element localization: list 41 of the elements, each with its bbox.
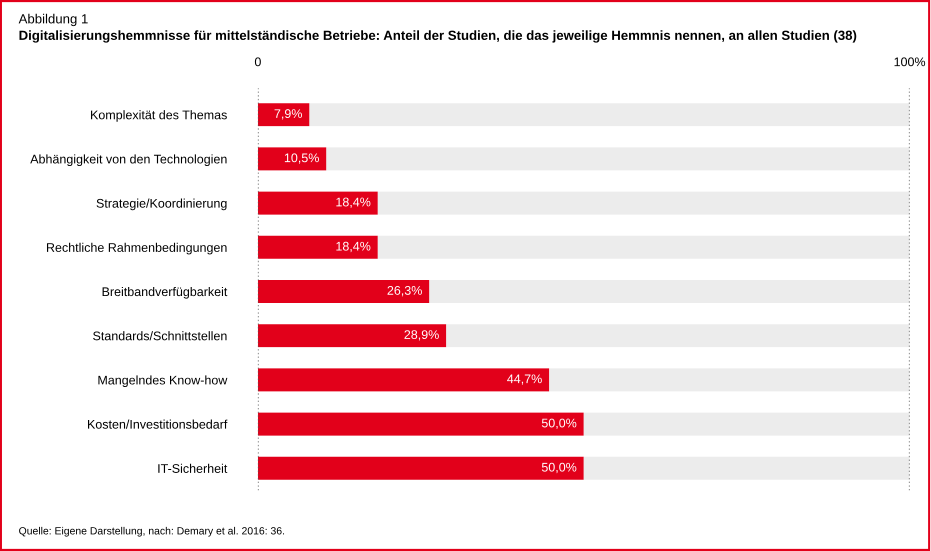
- data-label: 44,7%: [507, 374, 542, 385]
- bar: [378, 236, 910, 259]
- x-tick-label: 100%: [894, 57, 926, 66]
- data-label: 18,4%: [336, 198, 370, 208]
- y-tick-label: Abhängigkeit von den Technologien: [30, 154, 227, 166]
- bar: [378, 192, 910, 215]
- data-label: 50,0%: [542, 462, 576, 474]
- y-tick-label: Rechtliche Rahmenbedingungen: [46, 242, 227, 254]
- text: Abbildung 1: [18, 14, 88, 26]
- x-tick-label: 0: [254, 57, 261, 66]
- data-label: 18,4%: [336, 242, 370, 252]
- bar: [429, 280, 910, 303]
- y-tick-label: Breitbandverfügbarkeit: [102, 286, 228, 299]
- bar: [258, 368, 550, 392]
- bar: [326, 147, 910, 170]
- bar: [258, 412, 584, 436]
- y-tick-label: Strategie/Koordinierung: [96, 198, 227, 210]
- chart-subtitle: Digitalisierungshemmnisse für mittelständische Betriebe: Anteil der Studien, die das jeweilige Hemmnis nennen, an allen Studien (38): [20, 30, 856, 43]
- bar: [258, 192, 378, 215]
- data-label: 7,9%: [274, 109, 302, 120]
- y-tick-label: Komplexität des Themas: [91, 110, 227, 122]
- y-tick-label: Standards/Schnittstellen: [93, 331, 227, 340]
- bar: [258, 324, 446, 348]
- bar: [446, 324, 910, 348]
- bar: [584, 456, 910, 480]
- bar: [258, 280, 430, 303]
- data-label: 28,9%: [404, 330, 439, 341]
- source-note: Quelle: Eigene Darstellung, nach: Demary et al. 2016: 36.: [19, 526, 284, 537]
- data-label: 10,5%: [284, 153, 319, 164]
- bar: [309, 103, 910, 126]
- bar: [549, 368, 910, 392]
- data-label: 26,3%: [388, 286, 422, 296]
- y-tick-label: IT-Sicherheit: [158, 464, 228, 473]
- bar: [258, 103, 310, 126]
- bar: [258, 236, 378, 259]
- bar: [258, 456, 584, 480]
- data-label: 50,0%: [542, 418, 576, 429]
- bar: [584, 412, 910, 436]
- bar: [258, 147, 326, 170]
- y-tick-label: Kosten/Investitionsbedarf: [88, 420, 228, 429]
- y-tick-label: Mangelndes Know-how: [98, 375, 228, 388]
